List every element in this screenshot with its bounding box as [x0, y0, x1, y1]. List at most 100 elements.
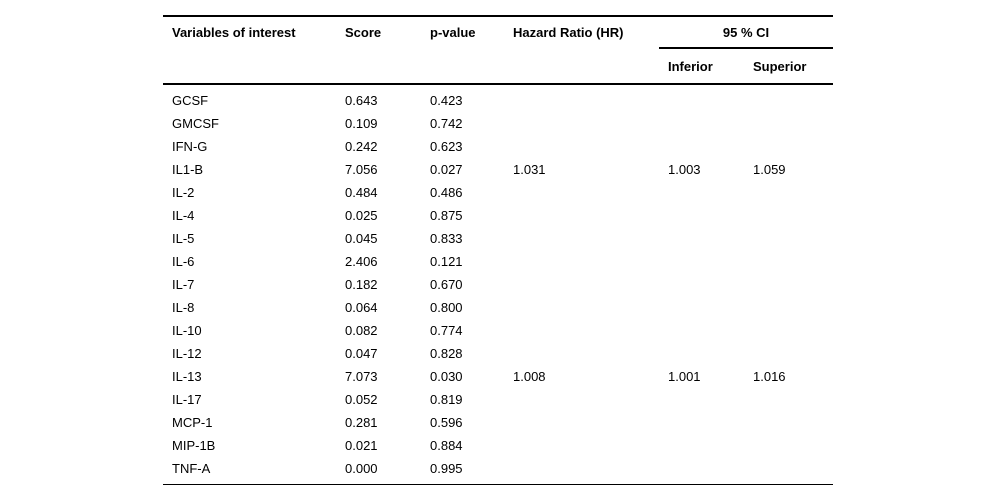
col-header-p-value: p-value	[430, 25, 476, 40]
cell-score: 0.182	[345, 277, 378, 292]
cell-hazard-ratio	[504, 457, 659, 485]
cell-score: 0.082	[345, 323, 378, 338]
cell-ci-inferior	[659, 204, 744, 227]
cell-hazard-ratio	[504, 227, 659, 250]
table-row: IL-13 7.073 0.030 1.008 1.001 1.016	[163, 365, 833, 388]
cell-score: 0.000	[336, 457, 421, 485]
cell-variable: IL-5	[172, 231, 195, 246]
cell-p-value: 0.819	[430, 392, 463, 407]
col-header-variables: Variables of interest	[172, 25, 296, 40]
cell-ci-superior	[744, 273, 833, 296]
cell-score: 0.643	[345, 93, 378, 108]
cell-hazard-ratio	[504, 273, 659, 296]
cell-ci-superior	[744, 204, 833, 227]
cox-regression-table: Variables of interest Score p-value Haza…	[163, 15, 833, 485]
cell-variable: IL-7	[172, 277, 195, 292]
cell-variable: IL-8	[172, 300, 195, 315]
header-row-main: Variables of interest Score p-value Haza…	[163, 16, 833, 49]
cell-ci-superior	[744, 112, 833, 135]
cell-score: 7.056	[345, 162, 378, 177]
table-row: IL-2 0.484 0.486	[163, 181, 833, 204]
cell-p-value: 0.121	[430, 254, 463, 269]
cell-p-value: 0.623	[430, 139, 463, 154]
cell-score: 0.484	[345, 185, 378, 200]
cell-ci-inferior	[659, 181, 744, 204]
cell-p-value: 0.027	[430, 162, 463, 177]
cell-hazard-ratio: 1.031	[513, 162, 546, 177]
cell-ci-superior: 1.059	[753, 162, 786, 177]
cell-hazard-ratio	[504, 411, 659, 434]
header-spacer	[421, 48, 504, 85]
table-row: IL-4 0.025 0.875	[163, 204, 833, 227]
cell-ci-inferior: 1.001	[668, 369, 701, 384]
cell-hazard-ratio: 1.008	[513, 369, 546, 384]
table-row: GMCSF 0.109 0.742	[163, 112, 833, 135]
cell-p-value: 0.596	[430, 415, 463, 430]
cell-hazard-ratio	[504, 84, 659, 112]
cell-ci-superior	[744, 319, 833, 342]
cell-ci-inferior	[659, 411, 744, 434]
cell-ci-inferior	[659, 84, 744, 112]
cell-hazard-ratio	[504, 296, 659, 319]
cell-score: 2.406	[345, 254, 378, 269]
col-header-hazard-ratio: Hazard Ratio (HR)	[513, 25, 624, 40]
cell-ci-superior	[744, 181, 833, 204]
table-row: IL-8 0.064 0.800	[163, 296, 833, 319]
header-spacer	[504, 48, 659, 85]
cell-variable: IL1-B	[172, 162, 204, 177]
cell-p-value: 0.884	[430, 438, 463, 453]
header-spacer	[336, 48, 421, 85]
cell-variable: IL-4	[172, 208, 195, 223]
cell-hazard-ratio	[504, 135, 659, 158]
cell-variable: IL-12	[172, 346, 202, 361]
cell-score: 0.025	[345, 208, 378, 223]
cell-ci-superior	[744, 84, 833, 112]
cell-ci-inferior	[659, 250, 744, 273]
cell-ci-superior	[744, 135, 833, 158]
cell-ci-inferior	[659, 112, 744, 135]
header-spacer	[163, 48, 336, 85]
cell-ci-superior	[744, 388, 833, 411]
table-row: IL-6 2.406 0.121	[163, 250, 833, 273]
table-row: IL-17 0.052 0.819	[163, 388, 833, 411]
table-row: TNF-A 0.000 0.995	[163, 457, 833, 485]
cell-ci-inferior	[659, 227, 744, 250]
cell-p-value: 0.030	[430, 369, 463, 384]
cell-p-value: 0.670	[430, 277, 463, 292]
cell-score: 7.073	[345, 369, 378, 384]
cell-ci-inferior	[659, 135, 744, 158]
cell-score: 0.281	[345, 415, 378, 430]
cell-ci-superior	[744, 227, 833, 250]
cell-variable: IL-6	[172, 254, 195, 269]
cell-p-value: 0.486	[430, 185, 463, 200]
cell-variable: IL-10	[172, 323, 202, 338]
cell-ci-inferior: 1.003	[668, 162, 701, 177]
cell-ci-inferior	[659, 319, 744, 342]
table-row: IL-10 0.082 0.774	[163, 319, 833, 342]
cell-variable: IL-13	[172, 369, 202, 384]
cell-score: 0.064	[345, 300, 378, 315]
cell-hazard-ratio	[504, 388, 659, 411]
cell-hazard-ratio	[504, 112, 659, 135]
cell-p-value: 0.828	[430, 346, 463, 361]
cell-hazard-ratio	[504, 181, 659, 204]
cell-ci-superior	[744, 250, 833, 273]
cell-score: 0.047	[345, 346, 378, 361]
cell-variable: GCSF	[172, 93, 209, 108]
cell-variable: IFN-G	[172, 139, 208, 154]
cell-score: 0.242	[345, 139, 378, 154]
cell-variable: MCP-1	[172, 415, 213, 430]
cell-ci-inferior	[659, 296, 744, 319]
table-header: Variables of interest Score p-value Haza…	[163, 16, 833, 85]
cell-variable: TNF-A	[163, 457, 336, 485]
col-header-ci-inferior: Inferior	[659, 48, 744, 85]
cell-hazard-ratio	[504, 319, 659, 342]
cell-variable: IL-2	[172, 185, 195, 200]
table-row: IL-5 0.045 0.833	[163, 227, 833, 250]
cell-score: 0.109	[345, 116, 378, 131]
cell-ci-superior	[744, 296, 833, 319]
table-row: GCSF 0.643 0.423	[163, 84, 833, 112]
cell-hazard-ratio	[504, 250, 659, 273]
cell-p-value: 0.774	[430, 323, 463, 338]
table-row: IL-7 0.182 0.670	[163, 273, 833, 296]
